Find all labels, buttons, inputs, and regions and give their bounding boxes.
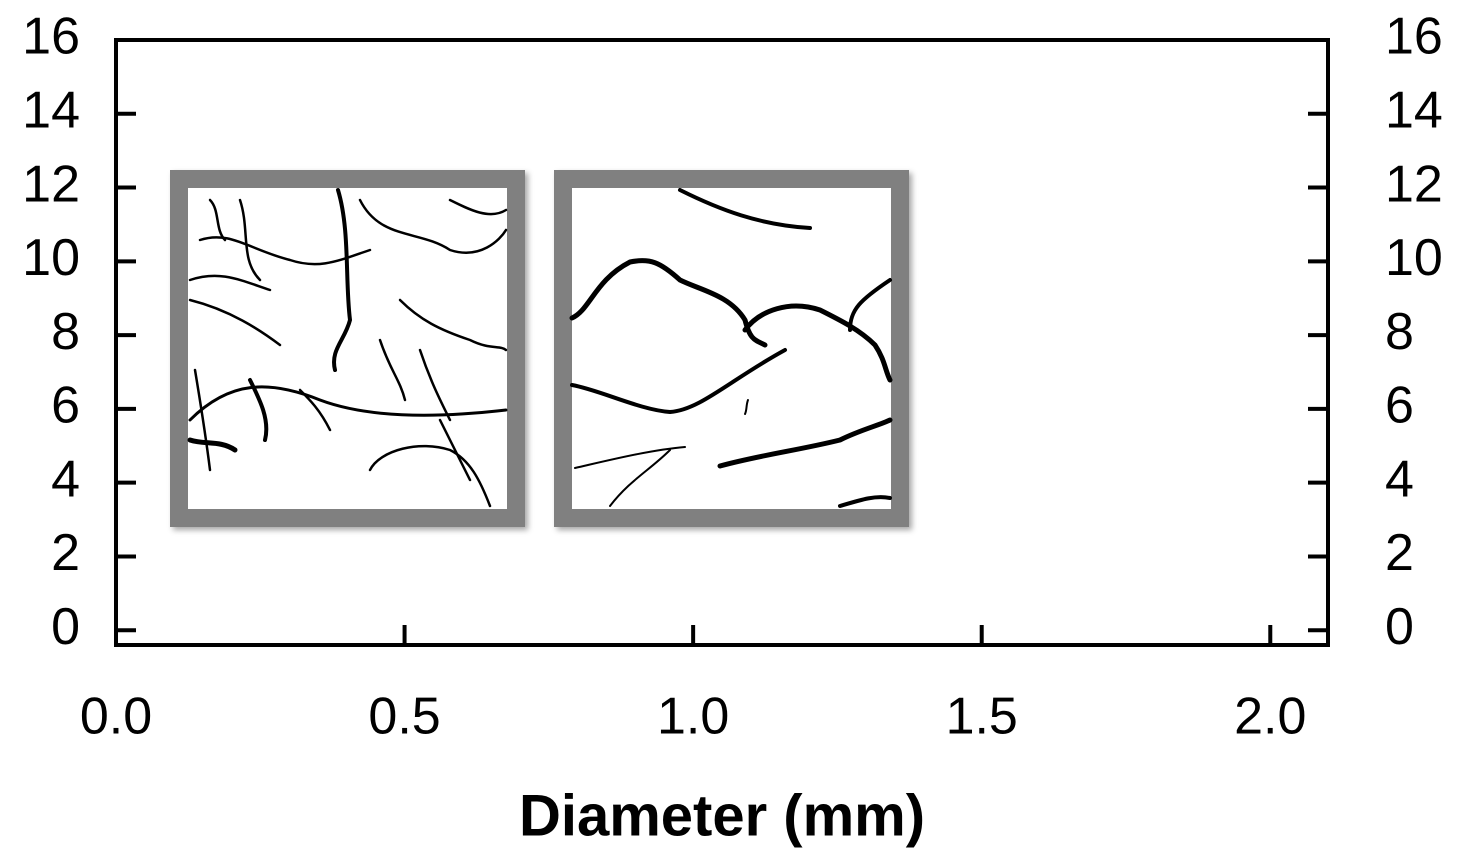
x-tick-label: 1.0 [657,688,729,746]
y-tick-label: 12 [22,155,80,213]
x-tick-label: 0.0 [80,688,152,746]
y-tick-label: 4 [51,450,80,508]
y2-tick-label: 12 [1385,155,1443,213]
inset-image [179,179,900,518]
x-tick-label: 2.0 [1234,688,1306,746]
x-tick-label: 0.5 [368,688,440,746]
y-tick-label: 16 [22,8,80,66]
y-tick-label: 2 [51,524,80,582]
y-tick-label: 10 [22,229,80,287]
chart: Diameter (mm) 0.0 0.5 1.0 1.5 2.0 0 2 4 6 8 10 12 14… [0,0,1464,857]
y2-tick-label: 0 [1385,598,1414,656]
y2-tick-label: 10 [1385,229,1443,287]
y2-tick-label: 14 [1385,82,1443,140]
x-tick-label: 1.5 [946,688,1018,746]
y2-tick-label: 4 [1385,450,1414,508]
y2-tick-label: 2 [1385,524,1414,582]
y-tick-label: 0 [51,598,80,656]
x-axis-label: Diameter (mm) [519,783,925,848]
page: Diameter (mm) 0.0 0.5 1.0 1.5 2.0 0 2 4 6 8 10 12 14… [0,0,1464,857]
y2-tick-label: 16 [1385,8,1443,66]
y-tick-label: 6 [51,377,80,435]
y2-tick-label: 8 [1385,303,1414,361]
y-tick-label: 14 [22,82,80,140]
y2-tick-label: 6 [1385,377,1414,435]
y-tick-label: 8 [51,303,80,361]
